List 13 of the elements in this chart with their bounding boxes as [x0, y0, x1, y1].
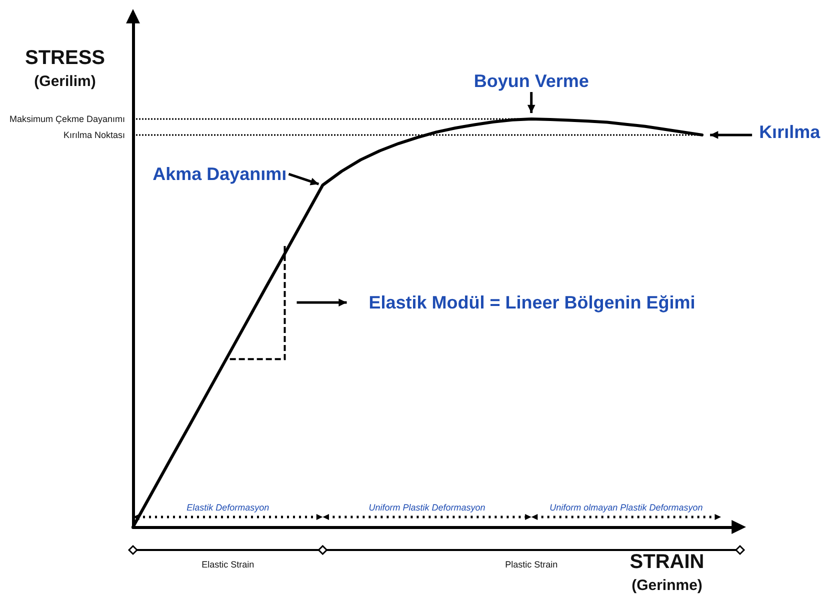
ref-line-label: Maksimum Çekme Dayanımı — [9, 114, 125, 124]
annotation: Elastik Modül = Lineer Bölgenin Eğimi — [368, 292, 696, 313]
annotation: Uniform olmayan Plastik Deformasyon — [550, 502, 703, 512]
annotation: Elastik Deformasyon — [186, 502, 270, 512]
text: Elastic Strain — [202, 560, 254, 570]
text: Kırılma — [759, 122, 822, 142]
text: Boyun Verme — [474, 71, 589, 92]
text: Plastic Strain — [505, 560, 558, 570]
y-axis-title: STRESS (Gerilim) — [24, 47, 106, 90]
x-axis-title: STRAIN (Gerinme) — [630, 551, 704, 594]
ref-line-label: Kırılma Noktası — [63, 130, 125, 140]
annotation: Akma Dayanımı — [152, 164, 287, 184]
annotation: Uniform Plastik Deformasyon — [368, 502, 486, 512]
